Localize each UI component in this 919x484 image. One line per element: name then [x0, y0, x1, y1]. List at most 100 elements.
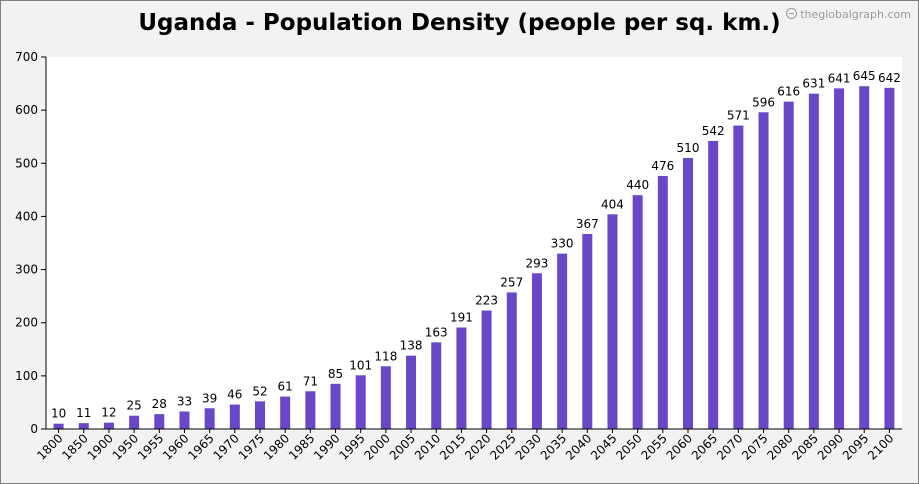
data-label: 101: [349, 358, 372, 372]
bar: [255, 401, 265, 429]
x-tick-label: 1980: [261, 431, 292, 462]
x-tick-label: 2055: [638, 431, 669, 462]
bar: [204, 408, 215, 429]
bar: [305, 391, 316, 429]
data-label: 330: [551, 237, 574, 251]
bar: [808, 93, 819, 429]
data-label: 223: [475, 293, 498, 307]
data-label: 118: [374, 349, 397, 363]
x-tick-label: 1900: [85, 431, 116, 462]
x-tick-label: 2040: [563, 431, 594, 462]
x-tick-label: 2010: [412, 431, 443, 462]
bar: [78, 423, 89, 429]
x-tick-label: 2090: [815, 431, 846, 462]
data-label: 645: [853, 69, 876, 83]
bar: [280, 396, 291, 429]
x-tick-label: 1970: [210, 431, 241, 462]
bar: [53, 423, 64, 429]
data-label: 641: [828, 71, 851, 85]
bar: [531, 273, 542, 429]
bar: [456, 327, 467, 429]
data-label: 404: [601, 197, 624, 211]
bar: [758, 112, 769, 430]
data-label: 71: [303, 374, 318, 388]
y-tick-label: 100: [15, 369, 38, 383]
x-tick-label: 2095: [840, 431, 871, 462]
bar: [179, 411, 190, 429]
data-label: 293: [525, 256, 548, 270]
y-tick-label: 0: [30, 422, 38, 436]
bar: [103, 422, 114, 429]
data-label: 571: [727, 109, 750, 123]
data-label: 163: [425, 325, 448, 339]
data-label: 257: [500, 275, 523, 289]
data-label: 85: [328, 367, 343, 381]
x-tick-label: 2005: [387, 431, 418, 462]
data-label: 10: [51, 407, 66, 421]
data-label: 440: [626, 178, 649, 192]
bar: [406, 355, 417, 429]
y-tick-label: 500: [15, 156, 38, 170]
bar: [632, 195, 643, 429]
bar: [607, 214, 618, 429]
x-tick-label: 2025: [487, 431, 518, 462]
bar: [355, 375, 366, 429]
x-tick-label: 2070: [714, 431, 745, 462]
data-label: 33: [177, 394, 192, 408]
data-label: 191: [450, 310, 473, 324]
x-tick-label: 1995: [336, 431, 367, 462]
x-tick-label: 2030: [513, 431, 544, 462]
bar: [783, 101, 794, 429]
bar: [657, 176, 668, 429]
data-label: 46: [227, 388, 242, 402]
bar: [582, 233, 593, 429]
data-label: 476: [651, 159, 674, 173]
x-tick-label: 1990: [311, 431, 342, 462]
data-label: 596: [752, 95, 775, 109]
bar: [506, 292, 517, 429]
bar: [834, 88, 845, 430]
data-label: 367: [576, 217, 599, 231]
x-tick-label: 1960: [160, 431, 191, 462]
x-tick-label: 2100: [865, 431, 896, 462]
y-tick-label: 400: [15, 209, 38, 223]
x-tick-label: 1975: [236, 431, 267, 462]
bar: [683, 157, 693, 429]
x-tick-label: 2050: [613, 431, 644, 462]
bar: [229, 404, 240, 429]
x-tick-label: 2060: [664, 431, 695, 462]
data-label: 631: [802, 77, 825, 91]
data-label: 61: [278, 380, 293, 394]
watermark: theglobalgraph.com: [786, 8, 911, 21]
data-label: 616: [777, 85, 800, 99]
x-tick-label: 1800: [34, 431, 65, 462]
data-label: 510: [677, 141, 700, 155]
x-tick-label: 2065: [689, 431, 720, 462]
watermark-text: theglobalgraph.com: [800, 8, 911, 21]
plot-area: [46, 57, 902, 429]
data-label: 138: [400, 339, 423, 353]
y-tick-label: 200: [15, 316, 38, 330]
data-label: 11: [76, 406, 91, 420]
y-tick-label: 300: [15, 263, 38, 277]
data-label: 39: [202, 391, 217, 405]
x-tick-label: 2080: [764, 431, 795, 462]
x-tick-label: 2085: [790, 431, 821, 462]
data-label: 25: [126, 399, 141, 413]
x-tick-label: 2035: [538, 431, 569, 462]
bar: [431, 342, 442, 429]
x-tick-label: 1850: [59, 431, 90, 462]
bar: [330, 383, 341, 429]
x-tick-label: 2075: [739, 431, 770, 462]
data-label: 642: [878, 71, 901, 85]
globe-icon: [786, 8, 798, 19]
bar: [708, 140, 719, 430]
chart-title: Uganda - Population Density (people per …: [138, 10, 781, 36]
bar: [733, 125, 744, 429]
bar: [154, 414, 165, 429]
x-tick-label: 1985: [286, 431, 317, 462]
data-label: 12: [101, 406, 116, 420]
x-tick-label: 1955: [135, 431, 166, 462]
x-tick-label: 2015: [437, 431, 468, 462]
